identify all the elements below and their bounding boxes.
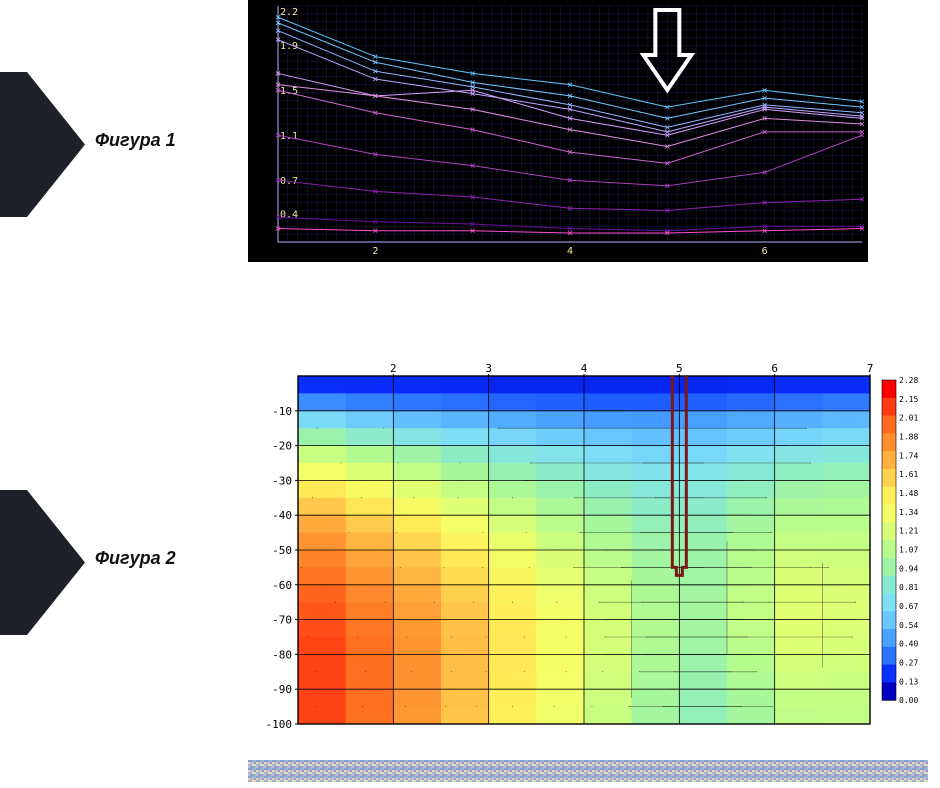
svg-text:-100: -100 [266, 718, 293, 731]
svg-text:-90: -90 [272, 683, 292, 696]
svg-text:6: 6 [771, 362, 778, 375]
svg-text:1.21: 1.21 [899, 527, 918, 536]
svg-text:2.01: 2.01 [899, 414, 918, 423]
figure-2-svg: 2 3 4 5 6 7 -10 -20 -30 -40 -50 -60 -70 -80 -90 -100 2.2… [248, 358, 926, 738]
svg-text:2.15: 2.15 [899, 395, 918, 404]
svg-text:2.28: 2.28 [899, 376, 918, 385]
svg-text:0.40: 0.40 [899, 640, 918, 649]
svg-text:1.07: 1.07 [899, 545, 918, 554]
svg-text:-30: -30 [272, 474, 292, 487]
svg-text:6: 6 [762, 246, 768, 257]
svg-text:0.67: 0.67 [899, 602, 918, 611]
svg-text:-40: -40 [272, 509, 292, 522]
figure-1-text: Фигура 1 [95, 130, 176, 151]
svg-text:4: 4 [581, 362, 588, 375]
svg-text:-50: -50 [272, 544, 292, 557]
svg-text:0.81: 0.81 [899, 583, 918, 592]
svg-text:0.00: 0.00 [899, 696, 918, 705]
svg-text:-20: -20 [272, 440, 292, 453]
figure-1-svg: 0.40.71.11.51.92.2246 [248, 0, 868, 262]
svg-text:1.34: 1.34 [899, 508, 918, 517]
svg-text:1.74: 1.74 [899, 451, 918, 460]
svg-text:0.4: 0.4 [280, 210, 298, 221]
svg-text:2: 2 [390, 362, 397, 375]
svg-text:-80: -80 [272, 648, 292, 661]
svg-text:0.27: 0.27 [899, 658, 918, 667]
svg-text:0.94: 0.94 [899, 564, 918, 573]
chevron-icon [0, 490, 85, 635]
svg-text:4: 4 [567, 246, 573, 257]
svg-text:1.61: 1.61 [899, 470, 918, 479]
svg-text:0.13: 0.13 [899, 677, 918, 686]
svg-text:7: 7 [867, 362, 874, 375]
figure-1-label: Фигура 1 [0, 72, 145, 217]
noise-strip [248, 760, 928, 782]
svg-text:2: 2 [372, 246, 378, 257]
svg-text:0.54: 0.54 [899, 621, 918, 630]
svg-text:-10: -10 [272, 405, 292, 418]
figure-2-chart: 2 3 4 5 6 7 -10 -20 -30 -40 -50 -60 -70 -80 -90 -100 2.2… [248, 358, 926, 738]
svg-text:1.88: 1.88 [899, 432, 918, 441]
svg-text:1.48: 1.48 [899, 489, 918, 498]
chevron-icon [0, 72, 85, 217]
figure-2-label: Фигура 2 [0, 490, 145, 635]
svg-text:3: 3 [485, 362, 492, 375]
svg-text:2.2: 2.2 [280, 7, 298, 18]
figure-1-chart: 0.40.71.11.51.92.2246 [248, 0, 868, 262]
noise-svg [248, 760, 928, 782]
svg-text:5: 5 [676, 362, 683, 375]
svg-text:-60: -60 [272, 579, 292, 592]
figure-2-text: Фигура 2 [95, 548, 176, 569]
svg-text:-70: -70 [272, 614, 292, 627]
